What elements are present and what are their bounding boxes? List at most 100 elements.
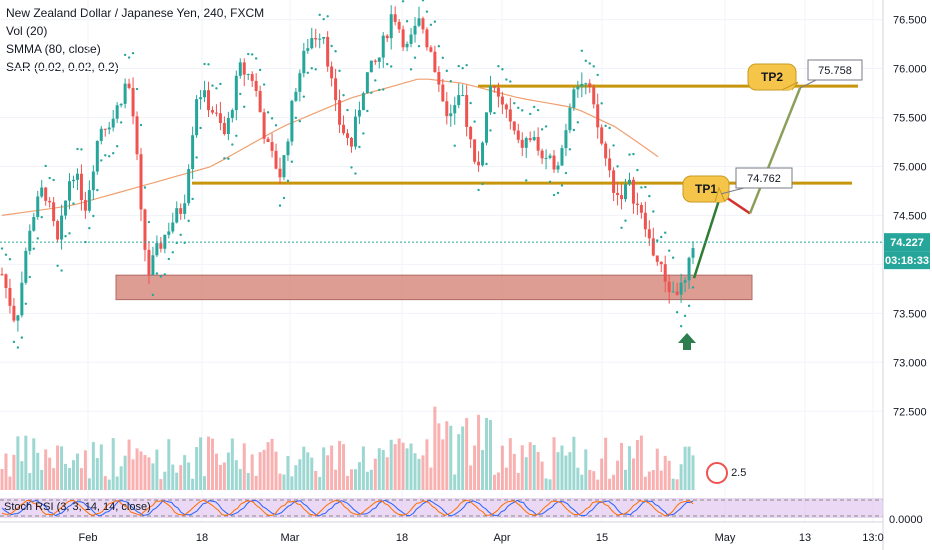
volume-bar <box>469 465 473 490</box>
candle-body <box>115 105 119 119</box>
volume-bar <box>663 455 667 490</box>
volume-bar <box>52 468 56 490</box>
candle-body <box>560 148 564 166</box>
volume-bar <box>187 462 191 490</box>
volume-bar <box>127 439 131 490</box>
volume-bar <box>647 471 651 490</box>
candle-body <box>588 83 592 87</box>
sar-dot <box>72 202 75 205</box>
volume-bar <box>671 478 675 490</box>
chart-legend: New Zealand Dollar / Japanese Yen, 240, … <box>6 4 264 76</box>
sar-dot <box>40 215 43 219</box>
candle-body <box>151 255 155 276</box>
candle-body <box>326 36 330 67</box>
sar-dot <box>111 151 115 155</box>
candle-body <box>103 128 107 130</box>
volume-bar <box>107 479 111 490</box>
sar-dot <box>52 178 55 182</box>
sar-dot <box>366 109 369 113</box>
volume-bar <box>270 438 274 490</box>
candle-body <box>568 107 572 131</box>
candle-body <box>254 80 258 91</box>
candle-body <box>425 29 429 48</box>
sar-dot <box>461 67 464 70</box>
sar-dot <box>517 106 520 110</box>
event-icon[interactable] <box>706 462 728 484</box>
candle-body <box>643 212 647 230</box>
volume-bar <box>71 460 75 490</box>
volume-bar <box>620 442 624 490</box>
volume-bar <box>516 472 520 490</box>
volume-bar <box>624 469 628 490</box>
x-tick-label: 18 <box>196 532 208 544</box>
candle-body <box>64 200 68 216</box>
volume-bar <box>226 452 230 490</box>
sar-dot <box>457 64 460 68</box>
candle-body <box>338 100 342 125</box>
volume-bar <box>461 426 465 490</box>
candle-body <box>624 184 628 200</box>
volume-bar <box>528 442 532 490</box>
volume-bar <box>199 437 203 490</box>
sar-dot <box>648 194 651 198</box>
volume-bar <box>588 469 592 490</box>
candle-body <box>508 109 512 122</box>
x-tick-label: Apr <box>493 532 510 544</box>
y-tick-label: 74.500 <box>893 210 927 222</box>
volume-bar <box>635 439 639 490</box>
sar-dot <box>421 0 425 2</box>
candle-body <box>68 181 72 201</box>
candle-body <box>691 248 695 258</box>
volume-bar <box>592 471 596 490</box>
legend-sar: SAR (0.02, 0.02, 0.2) <box>6 60 119 74</box>
sar-dot <box>139 123 143 127</box>
volume-bar <box>191 478 195 490</box>
volume-bar <box>214 453 218 490</box>
candle-body <box>346 133 350 138</box>
candle-body <box>75 173 79 180</box>
sar-dot <box>620 226 623 230</box>
candle-body <box>433 51 437 72</box>
candle-body <box>298 73 302 92</box>
support-zone <box>115 274 753 301</box>
sar-dot <box>354 172 357 175</box>
volume-bar <box>437 423 441 490</box>
candle-body <box>532 137 536 141</box>
volume-bar <box>24 435 28 490</box>
candle-body <box>155 243 159 256</box>
candle-body <box>99 128 103 141</box>
candle-body <box>397 21 401 30</box>
candle-body <box>445 101 449 117</box>
candle-body <box>671 291 675 293</box>
candle-body <box>203 90 207 98</box>
volume-bar <box>167 439 171 490</box>
volume-bar <box>389 439 393 490</box>
candle-body <box>540 150 544 159</box>
sar-dot <box>151 293 155 297</box>
sar-dot <box>469 101 472 105</box>
volume-bar <box>433 406 437 490</box>
sar-dot <box>147 220 151 224</box>
sar-dot <box>310 67 313 70</box>
volume-bar <box>457 434 461 490</box>
candle-body <box>135 116 139 155</box>
volume-bar <box>409 443 413 490</box>
volume-bar <box>532 444 536 490</box>
volume-bar <box>20 461 24 490</box>
sar-dot <box>584 59 587 63</box>
candle-body <box>330 66 334 79</box>
candle-body <box>492 86 496 88</box>
sar-dot <box>683 314 687 318</box>
candle-body <box>83 200 87 211</box>
sar-dot <box>179 233 182 237</box>
sar-dot <box>425 10 429 13</box>
target-value-pointer <box>720 187 745 195</box>
sar-dot <box>8 258 12 261</box>
sar-dot <box>441 56 445 60</box>
sar-dot <box>32 247 35 250</box>
sar-dot <box>489 129 492 132</box>
sar-dot <box>262 83 266 86</box>
sar-dot <box>513 101 516 105</box>
candle-body <box>119 103 123 106</box>
